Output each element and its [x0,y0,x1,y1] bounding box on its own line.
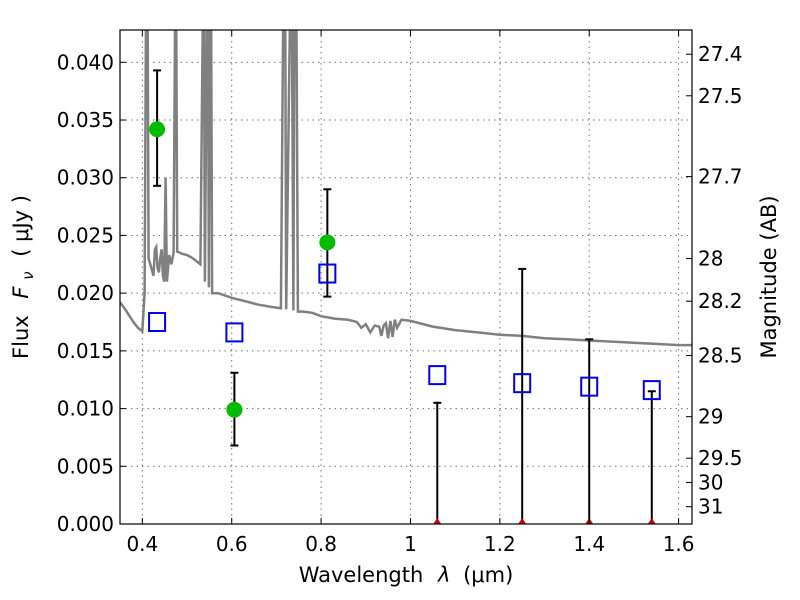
y-tick-label: 0.015 [57,339,114,363]
y-tick-label: 0.010 [57,397,114,421]
y-tick-label: 0.000 [57,512,114,536]
y-axis-subscript: ν [19,271,37,279]
magnitude-tick-label: 27.5 [698,84,743,108]
square-data-point [148,312,167,333]
y-axis-label: Flux F ν ( μJy ) [9,195,38,359]
axis-ticks: 0.4 0.6 0.8 1 1.2 1.4 1.6 0.000 0.005 0.010 0.015 0… [57,30,743,556]
magnitude-tick-label: 30 [698,470,723,494]
y-tick-label: 0.040 [57,50,114,74]
magnitude-tick-label: 29.5 [698,446,743,470]
square-data-point [642,380,661,401]
x-tick-label: 1.2 [484,532,516,556]
square-markers [148,263,661,401]
x-axis-label-text: Wavelength [299,563,424,587]
circle-data-point [319,234,336,251]
x-tick-label: 0.8 [305,532,337,556]
y-tick-label: 0.020 [57,281,114,305]
square-data-point [318,263,337,284]
square-data-point [513,373,532,394]
x-axis-label: Wavelength λ (μm) [299,563,514,587]
y-tick-label: 0.035 [57,108,114,132]
x-axis-symbol: λ [437,563,450,587]
x-axis-unit: (μm) [463,563,513,587]
magnitude-tick-label: 28 [698,247,723,271]
x-tick-label: 1 [404,532,417,556]
y-axis-symbol: F [9,286,33,299]
magnitude-tick-label: 31 [698,495,723,519]
magnitude-axis-label: Magnitude (AB) [757,195,781,358]
model-spectrum [120,30,692,347]
y-axis-unit: ( μJy ) [9,195,33,257]
x-tick-label: 0.4 [126,532,158,556]
magnitude-tick-label: 27.4 [698,42,743,66]
y-tick-label: 0.005 [57,454,114,478]
circle-data-point [226,401,243,418]
square-data-point [580,376,599,397]
circle-data-point [149,121,166,138]
y-tick-label: 0.025 [57,223,114,247]
upper-limit-marker [647,518,656,524]
magnitude-tick-label: 27.7 [698,165,743,189]
x-tick-label: 0.6 [216,532,248,556]
square-data-point [225,322,244,343]
magnitude-tick-label: 28.2 [698,289,743,313]
x-tick-label: 1.6 [663,532,695,556]
upper-limit-marker [518,518,527,524]
magnitude-tick-label: 29 [698,405,723,429]
x-tick-label: 1.4 [573,532,605,556]
magnitude-tick-label: 28.5 [698,343,743,367]
y-axis-label-text: Flux [9,315,33,359]
plot-frame [119,29,693,525]
grid [120,30,692,524]
y-tick-label: 0.030 [57,166,114,190]
upper-limit-marker [433,518,442,524]
model-spectrum-line [120,30,692,347]
circle-markers [149,121,656,524]
square-data-point [428,365,447,386]
